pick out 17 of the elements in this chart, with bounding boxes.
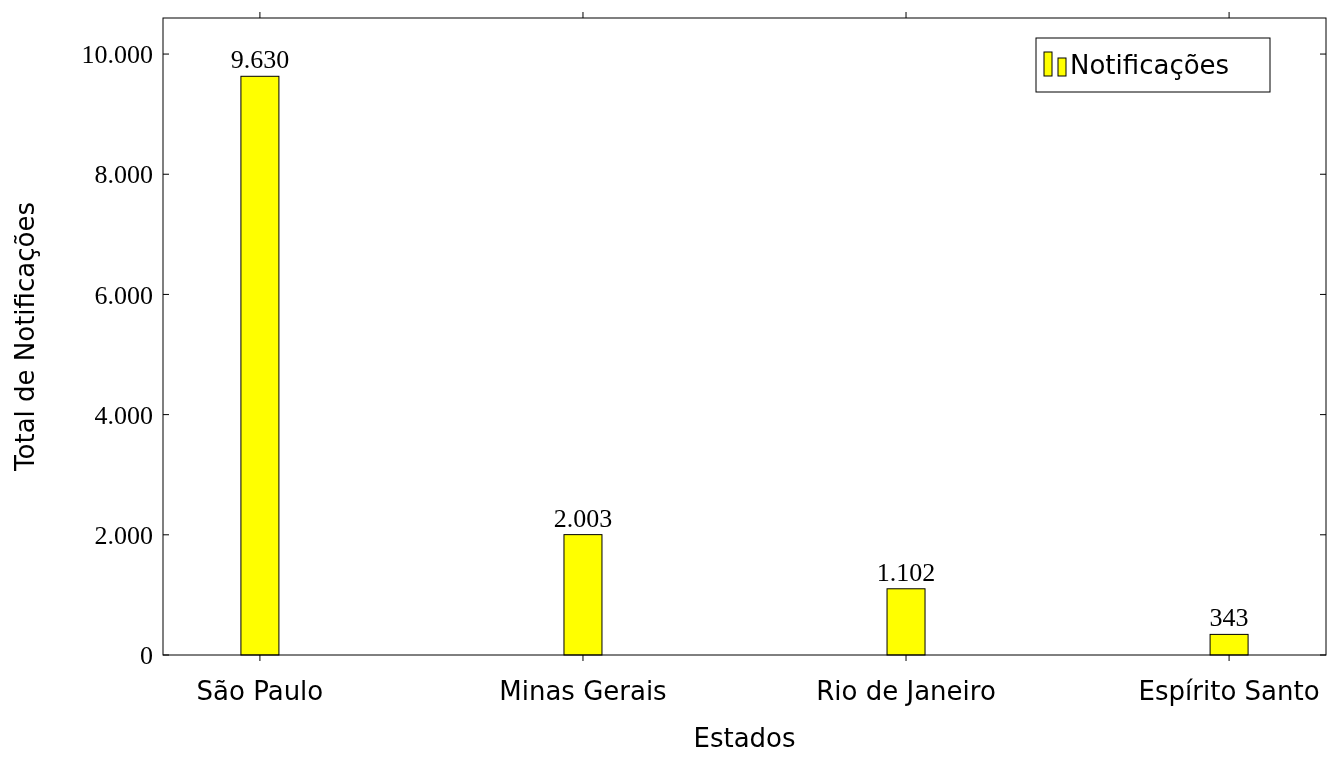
- x-tick-label: São Paulo: [196, 676, 324, 706]
- x-tick-label: Espírito Santo: [1138, 676, 1320, 706]
- y-axis-title: Total de Notificações: [10, 202, 40, 472]
- x-axis-title: Estados: [693, 723, 796, 754]
- x-tick-label: Rio de Janeiro: [816, 676, 996, 706]
- data-label: 2.003: [553, 503, 613, 533]
- y-tick-label: 0: [140, 641, 153, 671]
- y-tick-label: 10.000: [81, 40, 153, 70]
- y-tick-label: 8.000: [94, 160, 153, 190]
- data-label: 1.102: [876, 557, 936, 587]
- y-tick-label: 6.000: [94, 280, 153, 310]
- data-label: 343: [1209, 603, 1249, 633]
- legend-label: Notificações: [1070, 50, 1230, 81]
- y-tick-label: 2.000: [94, 520, 153, 550]
- x-tick-label: Minas Gerais: [499, 676, 667, 706]
- y-tick-label: 4.000: [94, 400, 153, 430]
- data-label: 9.630: [230, 45, 290, 75]
